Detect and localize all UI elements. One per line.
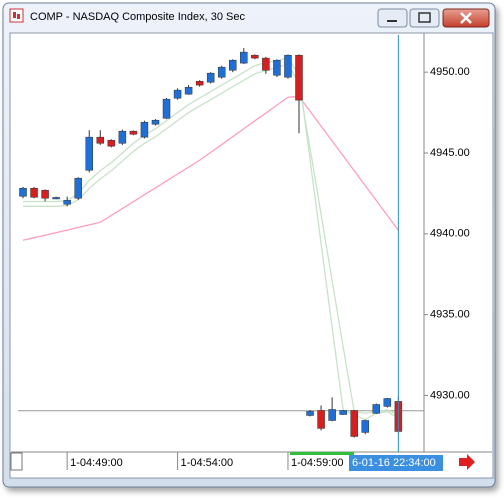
app-icon-bar [13, 12, 16, 18]
candle-body [217, 66, 226, 78]
candle-body [262, 57, 270, 71]
window-title: COMP - NASDAQ Composite Index, 30 Sec [30, 11, 245, 23]
y-tick-label: 4935.00 [430, 309, 470, 321]
moving-average-line [23, 63, 399, 416]
candle-body [173, 89, 182, 99]
y-tick-label: 4940.00 [430, 228, 470, 240]
candle-body [63, 200, 71, 205]
candle-body [306, 411, 314, 416]
candle-body [273, 59, 281, 76]
candle-body [284, 54, 292, 78]
candle-body [129, 130, 138, 135]
candle-body [162, 98, 171, 119]
client-area [9, 32, 494, 479]
candle-body [383, 398, 392, 407]
candle-body [118, 130, 127, 144]
candle-body [19, 187, 27, 197]
app-icon-bar [17, 14, 20, 19]
corner-box [10, 452, 23, 471]
candle-body [140, 122, 149, 138]
cursor-label: 6-01-16 22:34:00 [352, 457, 436, 469]
candle-body [350, 410, 358, 437]
moving-average-line [23, 56, 399, 421]
candle-body [41, 190, 49, 199]
y-tick-label: 4930.00 [430, 389, 470, 401]
close-icon [460, 12, 472, 24]
candle-body [184, 86, 193, 95]
app-icon [9, 8, 24, 23]
minimize-button[interactable] [377, 8, 408, 28]
candle-body [151, 119, 160, 125]
candle-body [229, 59, 237, 71]
candle-body [85, 136, 93, 171]
candle-body [195, 80, 204, 86]
y-tick-label: 4950.00 [430, 66, 470, 78]
candle-body [251, 54, 259, 59]
maximize-icon [418, 12, 431, 23]
candle-body [96, 136, 105, 144]
candle-body [317, 410, 325, 429]
candle-body [107, 139, 116, 147]
x-tick-label: 1-04:54:00 [181, 457, 234, 469]
y-tick-label: 4945.00 [430, 147, 470, 159]
x-tick-label: 1-04:59:00 [291, 457, 344, 469]
cursor-label-bg [349, 455, 443, 471]
candle-body [295, 54, 303, 101]
range-bar [290, 452, 354, 455]
candle-body [328, 409, 336, 421]
moving-average-line [22, 95, 399, 241]
scroll-arrow[interactable] [459, 454, 475, 470]
candle-body [52, 197, 60, 200]
candle-body [206, 72, 215, 83]
candle-body [339, 410, 347, 415]
x-tick-label: 1-04:49:00 [70, 457, 123, 469]
candle-body [240, 51, 248, 64]
candle-body [361, 420, 369, 433]
candle-body [372, 404, 381, 414]
candle-body [30, 187, 38, 198]
candle-body [74, 177, 82, 199]
maximize-button[interactable] [409, 8, 440, 28]
plot-area: 4930.00 4935.00 4940.00 4945.00 4950.00 1-04:… [18, 35, 470, 471]
